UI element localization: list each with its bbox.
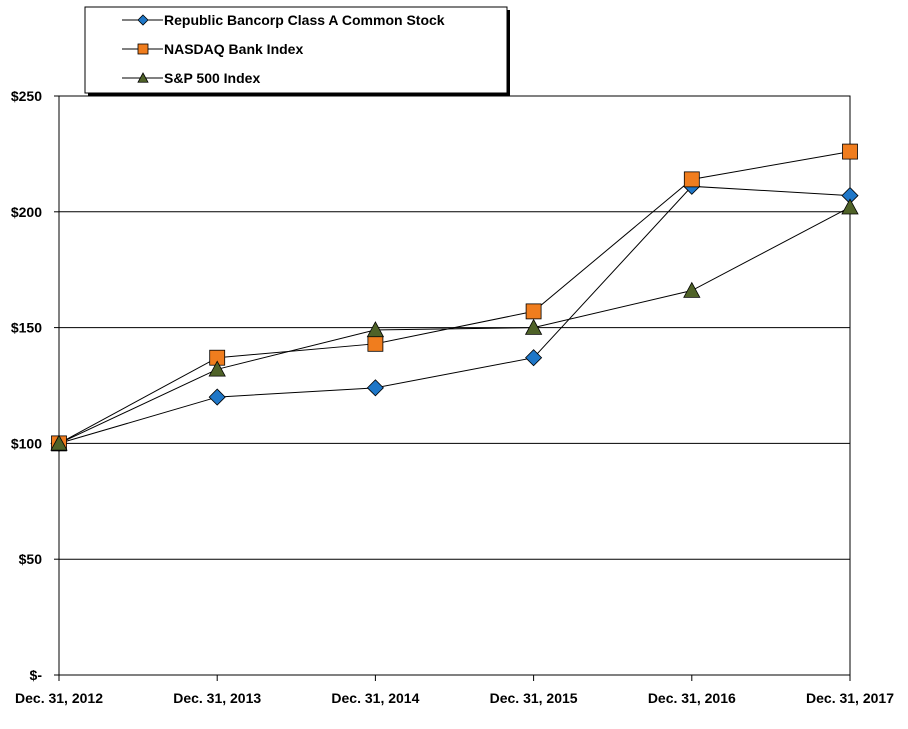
legend-marker bbox=[137, 43, 149, 55]
data-point-series-2 bbox=[683, 171, 700, 188]
data-point-series-3 bbox=[366, 321, 385, 338]
data-point-series-3 bbox=[524, 318, 543, 335]
data-point-series-3 bbox=[208, 360, 226, 377]
y-tick-label: $250 bbox=[11, 88, 42, 104]
y-tick-label: $150 bbox=[11, 320, 42, 336]
legend-box bbox=[84, 6, 508, 94]
x-tick-label: Dec. 31, 2017 bbox=[806, 690, 894, 706]
legend-marker bbox=[137, 14, 149, 26]
data-point-series-3 bbox=[50, 434, 68, 451]
y-tick-label: $100 bbox=[11, 435, 42, 451]
data-point-series-2 bbox=[367, 335, 384, 352]
legend: Republic Bancorp Class A Common Stock NAS… bbox=[84, 6, 510, 96]
y-tick-label: $- bbox=[30, 667, 43, 683]
x-tick-label: Dec. 31, 2014 bbox=[331, 690, 419, 706]
series-line-2 bbox=[58, 151, 851, 444]
series-markers bbox=[50, 143, 859, 452]
series-line-3 bbox=[58, 206, 851, 444]
x-tick-label: Dec. 31, 2016 bbox=[648, 690, 736, 706]
y-tick-label: $200 bbox=[11, 204, 42, 220]
series-line-1 bbox=[58, 185, 851, 444]
y-tick-label: $50 bbox=[19, 551, 43, 567]
x-tick-label: Dec. 31, 2015 bbox=[490, 690, 578, 706]
x-axis-ticks: Dec. 31, 2012 Dec. 31, 2013 Dec. 31, 2014 D… bbox=[15, 675, 894, 706]
x-tick-label: Dec. 31, 2012 bbox=[15, 690, 103, 706]
data-point-series-1 bbox=[525, 349, 543, 367]
data-point-series-2 bbox=[525, 303, 542, 320]
x-tick-label: Dec. 31, 2013 bbox=[173, 690, 261, 706]
legend-label: Republic Bancorp Class A Common Stock bbox=[164, 12, 445, 28]
legend-label: S&P 500 Index bbox=[164, 70, 260, 86]
data-point-series-3 bbox=[841, 198, 859, 215]
series-lines bbox=[58, 151, 851, 444]
data-point-series-3 bbox=[683, 281, 701, 298]
legend-label: NASDAQ Bank Index bbox=[164, 41, 303, 57]
data-point-series-2 bbox=[842, 143, 858, 160]
data-point-series-1 bbox=[366, 379, 384, 397]
y-axis-ticks: $- $50 $100 $150 $200 $250 bbox=[11, 88, 59, 683]
legend-marker bbox=[137, 72, 149, 83]
data-point-series-1 bbox=[208, 388, 226, 406]
